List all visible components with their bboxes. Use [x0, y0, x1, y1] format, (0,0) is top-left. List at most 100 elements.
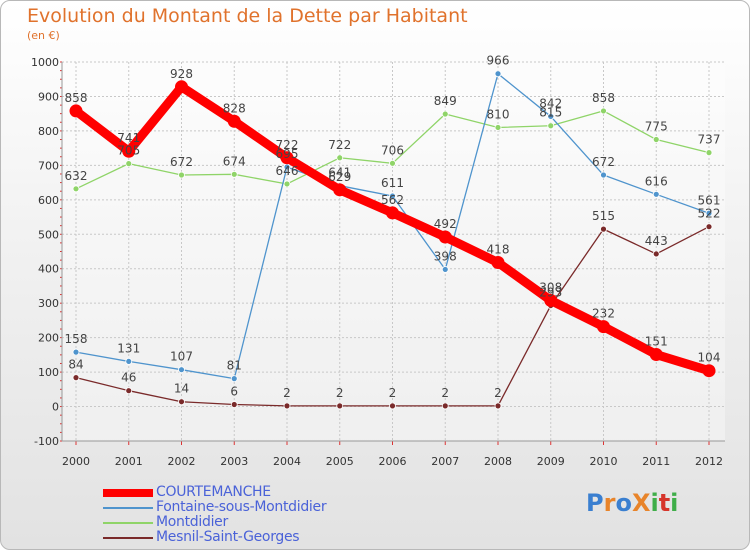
- x-tick-label: 2011: [642, 455, 670, 468]
- data-point: [547, 113, 555, 120]
- data-label: 849: [434, 94, 457, 108]
- data-label: 443: [645, 234, 668, 248]
- plot-area: [62, 62, 725, 441]
- legend-label: Montdidier: [156, 514, 228, 530]
- data-label: 6: [230, 384, 238, 398]
- data-point: [494, 70, 502, 78]
- data-label: 84: [68, 358, 83, 372]
- data-point: [283, 402, 291, 410]
- logo-letter: i: [670, 489, 679, 517]
- x-tick-label: 2008: [484, 455, 512, 468]
- data-label: 232: [592, 307, 615, 321]
- logo-letter: P: [586, 489, 604, 517]
- data-label: 737: [698, 133, 721, 147]
- x-tick-label: 2012: [695, 455, 723, 468]
- data-point: [652, 250, 660, 258]
- data-point: [597, 320, 610, 334]
- data-label: 14: [174, 382, 189, 396]
- data-point: [227, 114, 241, 128]
- logo-letter: o: [615, 489, 632, 517]
- y-tick-label: 0: [52, 401, 59, 414]
- data-point: [441, 266, 449, 273]
- data-point: [122, 144, 136, 158]
- data-label: 131: [117, 341, 140, 355]
- y-tick-label: 500: [38, 228, 59, 241]
- data-label: 293: [539, 286, 562, 300]
- logo-letter: t: [658, 489, 671, 517]
- data-point: [336, 402, 344, 410]
- axes: -100 0 100 200 300 400 500 600 700 800 900 1000 2000…: [31, 56, 725, 468]
- series-layer: [69, 70, 716, 410]
- data-label: 562: [381, 193, 404, 207]
- data-label: 515: [592, 209, 615, 223]
- data-point: [491, 256, 505, 270]
- data-label: 928: [170, 67, 193, 81]
- data-label: 641: [328, 166, 351, 180]
- data-point: [72, 185, 80, 193]
- data-label: 674: [223, 154, 246, 168]
- data-label: 966: [487, 54, 510, 68]
- data-label: 815: [539, 106, 562, 120]
- data-point: [125, 358, 133, 365]
- data-label: 706: [381, 143, 404, 157]
- y-tick-label: -100: [34, 435, 59, 448]
- data-point: [125, 160, 133, 168]
- data-point: [705, 149, 713, 157]
- y-tick-label: 1000: [31, 56, 59, 69]
- data-point: [178, 398, 185, 406]
- data-label: 705: [117, 144, 140, 158]
- data-point: [230, 170, 238, 178]
- data-label: 418: [487, 243, 510, 257]
- y-tick-label: 600: [38, 194, 59, 207]
- legend-swatch: [103, 489, 153, 497]
- data-point: [72, 374, 80, 382]
- data-point: [336, 154, 344, 162]
- data-point: [441, 402, 449, 410]
- x-tick-label: 2003: [220, 455, 248, 468]
- data-point: [547, 122, 555, 130]
- data-label: 492: [434, 217, 457, 231]
- x-tick-label: 2006: [379, 455, 407, 468]
- y-tick-label: 400: [38, 263, 59, 276]
- data-point: [386, 206, 399, 220]
- data-label: 308: [539, 280, 562, 294]
- legend-label: COURTEMANCHE: [156, 484, 271, 500]
- data-point: [178, 171, 185, 179]
- data-label: 616: [645, 174, 668, 188]
- legend-label: Fontaine-sous-Montdidier: [156, 499, 327, 515]
- logo-letter: i: [650, 489, 659, 517]
- data-point: [702, 364, 716, 378]
- data-label: 107: [170, 350, 193, 364]
- data-label: 561: [698, 193, 721, 207]
- data-label: 775: [645, 120, 668, 134]
- logo-letter: r: [603, 489, 616, 517]
- data-label: 858: [65, 91, 88, 105]
- data-point: [652, 190, 660, 198]
- data-point: [389, 192, 396, 200]
- data-point: [649, 348, 663, 362]
- legend-swatch: [103, 537, 153, 539]
- data-point: [175, 80, 188, 94]
- data-label: 611: [381, 176, 404, 190]
- data-label: 158: [65, 332, 88, 346]
- data-label: 2: [336, 386, 344, 400]
- legend-swatch: [103, 507, 153, 509]
- data-point: [600, 225, 607, 233]
- data-label: 151: [645, 335, 668, 349]
- data-point: [600, 107, 607, 115]
- chart-subtitle: (en €): [27, 29, 60, 42]
- data-label: 672: [170, 155, 193, 169]
- y-tick-label: 300: [38, 297, 59, 310]
- data-point: [438, 230, 452, 244]
- data-label: 104: [698, 351, 721, 365]
- y-tick-label: 900: [38, 90, 59, 103]
- data-point: [230, 401, 238, 408]
- data-label: 2: [441, 386, 449, 400]
- data-point: [230, 375, 238, 383]
- data-point: [280, 151, 294, 165]
- y-tick-label: 100: [38, 366, 59, 379]
- data-point: [441, 110, 449, 118]
- data-label: 522: [698, 207, 721, 221]
